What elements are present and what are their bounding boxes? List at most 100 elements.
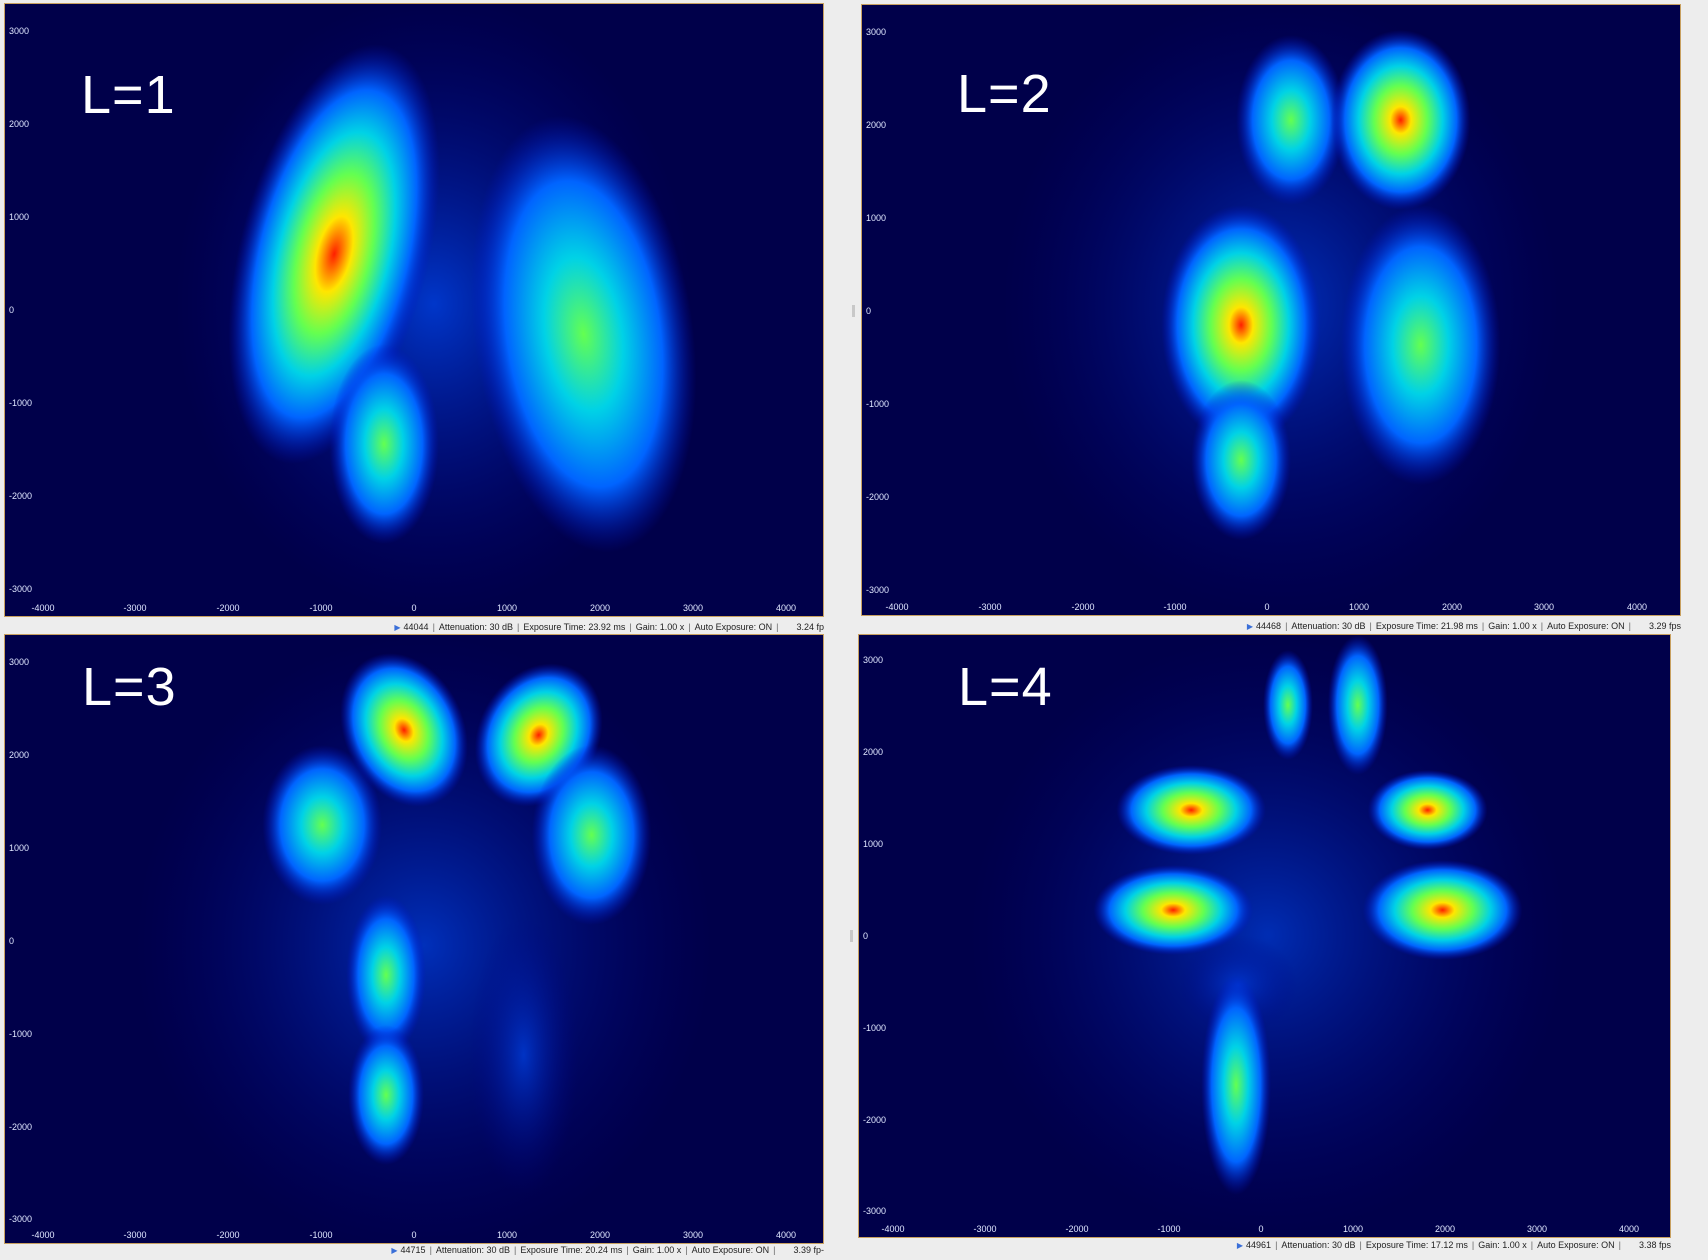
y-tick: 1000 [9, 843, 30, 853]
x-tick: 1000 [1348, 602, 1370, 612]
y-tick: -1000 [9, 398, 33, 408]
x-tick: -2000 [216, 603, 240, 613]
y-tick: 3000 [866, 27, 887, 37]
frame-counter: 44044 [403, 622, 429, 632]
x-tick: 3000 [1526, 1224, 1548, 1234]
play-icon[interactable]: ▶ [1236, 1240, 1244, 1250]
fps-readout: 3.38 fps [1638, 1240, 1671, 1250]
attenuation-readout: Attenuation: 30 dB [435, 1245, 510, 1255]
x-tick: 3000 [682, 1230, 704, 1240]
beam-profile-plot: L=2 3000 2000 1000 0 -1000 -2000 -3000 -… [861, 4, 1681, 616]
fps-readout: 3.24 fp [796, 622, 824, 632]
status-bar: ▶ 44044 | Attenuation: 30 dB | Exposure Ti… [394, 622, 824, 632]
status-bar: ▶ 44468 | Attenuation: 30 dB | Exposure Ti… [1246, 621, 1681, 631]
x-tick: -4000 [31, 603, 55, 613]
y-tick: 0 [9, 305, 15, 315]
y-tick: -2000 [9, 1122, 33, 1132]
x-tick: -1000 [309, 1230, 333, 1240]
y-tick: -3000 [9, 584, 33, 594]
beam-profile-plot: L=4 3000 2000 1000 0 -1000 -2000 -3000 -… [858, 634, 1671, 1238]
mode-label: L=1 [81, 65, 176, 125]
status-bar: ▶ 44715 | Attenuation: 30 dB | Exposure Ti… [391, 1245, 824, 1255]
y-tick: 2000 [866, 120, 887, 130]
play-icon[interactable]: ▶ [394, 622, 401, 632]
x-tick: -2000 [1065, 1224, 1089, 1234]
y-tick: -1000 [866, 399, 890, 409]
attenuation-readout: Attenuation: 30 dB [438, 622, 513, 632]
panel-splitter-handle[interactable] [850, 930, 853, 942]
x-tick: 0 [411, 1230, 417, 1240]
beam-panel-l3: L=3 3000 2000 1000 0 -1000 -2000 -3000 -… [4, 634, 824, 1260]
x-tick: -1000 [309, 603, 333, 613]
y-tick: 1000 [9, 212, 30, 222]
y-tick: 0 [9, 936, 15, 946]
auto-exposure-readout: Auto Exposure: ON [694, 622, 773, 632]
x-tick: -4000 [885, 602, 909, 612]
exposure-readout: Exposure Time: 17.12 ms [1365, 1240, 1468, 1250]
x-tick: 2000 [589, 603, 611, 613]
frame-counter: 44468 [1256, 621, 1282, 631]
status-bar: ▶ 44961 | Attenuation: 30 dB | Exposure Ti… [1236, 1240, 1671, 1250]
x-tick: -2000 [1071, 602, 1095, 612]
beam-intensity-image [134, 635, 714, 1243]
y-tick: -3000 [866, 585, 890, 595]
beam-intensity-image [968, 635, 1568, 1235]
x-tick: 0 [1258, 1224, 1264, 1234]
attenuation-readout: Attenuation: 30 dB [1281, 1240, 1356, 1250]
y-tick: -1000 [863, 1023, 887, 1033]
frame-counter: 44961 [1246, 1240, 1272, 1250]
x-tick: 2000 [589, 1230, 611, 1240]
x-tick: -4000 [31, 1230, 55, 1240]
beam-intensity-image [174, 4, 697, 614]
beam-panel-l2: L=2 3000 2000 1000 0 -1000 -2000 -3000 -… [861, 4, 1681, 638]
y-tick: 2000 [863, 747, 884, 757]
fps-readout: 3.29 fps [1648, 621, 1681, 631]
x-tick: -1000 [1157, 1224, 1181, 1234]
y-tick: 3000 [9, 26, 30, 36]
x-tick: 1000 [496, 603, 518, 613]
x-tick: 0 [411, 603, 417, 613]
gain-readout: Gain: 1.00 x [632, 1245, 682, 1255]
y-tick: 2000 [9, 119, 30, 129]
auto-exposure-readout: Auto Exposure: ON [691, 1245, 770, 1255]
beam-profile-plot: L=3 3000 2000 1000 0 -1000 -2000 -3000 -… [4, 634, 824, 1244]
y-tick: 1000 [863, 839, 884, 849]
auto-exposure-readout: Auto Exposure: ON [1547, 621, 1625, 631]
x-tick: 2000 [1434, 1224, 1456, 1234]
gain-readout: Gain: 1.00 x [1478, 1240, 1527, 1250]
x-tick: 0 [1264, 602, 1270, 612]
y-tick: -2000 [866, 492, 890, 502]
play-icon[interactable]: ▶ [391, 1245, 398, 1255]
y-tick: 2000 [9, 750, 30, 760]
mode-label: L=3 [82, 657, 177, 717]
x-tick: 3000 [1533, 602, 1555, 612]
x-tick: -3000 [973, 1224, 997, 1234]
x-tick: 4000 [1618, 1224, 1640, 1234]
x-tick: -3000 [123, 603, 147, 613]
mode-label: L=2 [957, 64, 1052, 124]
x-tick: -3000 [123, 1230, 147, 1240]
exposure-readout: Exposure Time: 21.98 ms [1375, 621, 1478, 631]
beam-panel-l4: L=4 3000 2000 1000 0 -1000 -2000 -3000 -… [858, 634, 1671, 1260]
y-tick: 3000 [863, 655, 884, 665]
y-tick: 3000 [9, 657, 30, 667]
panel-splitter-handle[interactable] [852, 305, 855, 317]
y-tick: 1000 [866, 213, 887, 223]
y-tick: 0 [866, 306, 872, 316]
gain-readout: Gain: 1.00 x [1488, 621, 1537, 631]
x-tick: 3000 [682, 603, 704, 613]
x-tick: -3000 [978, 602, 1002, 612]
play-icon[interactable]: ▶ [1246, 621, 1254, 631]
gain-readout: Gain: 1.00 x [635, 622, 685, 632]
x-tick: 1000 [496, 1230, 518, 1240]
beam-panel-l1: L=1 3000 2000 1000 0 -1000 -2000 -3000 -… [4, 3, 824, 637]
attenuation-readout: Attenuation: 30 dB [1291, 621, 1366, 631]
y-tick: -2000 [863, 1115, 887, 1125]
x-tick: -4000 [881, 1224, 905, 1234]
y-tick: 0 [863, 931, 869, 941]
y-tick: -3000 [863, 1206, 887, 1216]
x-tick: 4000 [1626, 602, 1648, 612]
exposure-readout: Exposure Time: 20.24 ms [520, 1245, 623, 1255]
frame-counter: 44715 [400, 1245, 426, 1255]
y-tick: -3000 [9, 1214, 33, 1224]
